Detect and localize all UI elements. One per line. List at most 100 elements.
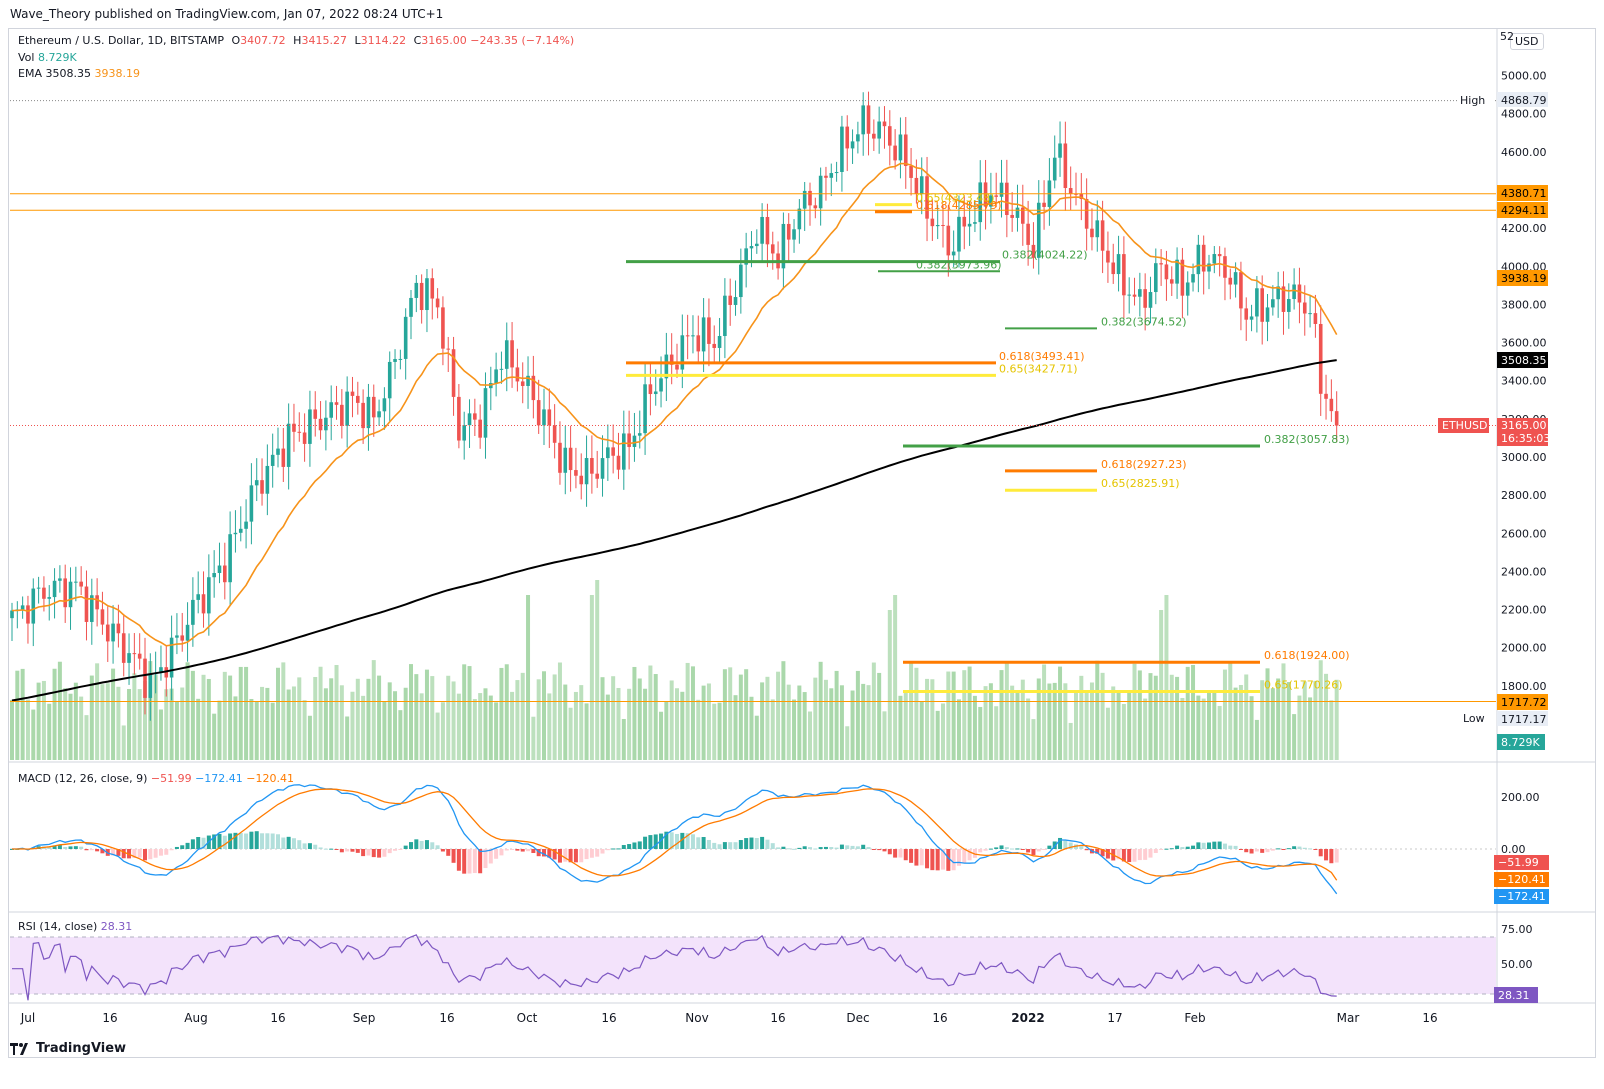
volume-bar [611,676,616,760]
candle-body [217,565,222,574]
candle-body [850,141,855,149]
volume-bar [382,701,387,760]
candle-body [36,587,41,589]
volume-bar [1010,685,1015,760]
legend-vol-label[interactable]: Vol [18,51,35,64]
macd-bar [73,846,78,849]
candle-body [691,335,695,337]
macd-bar [999,845,1004,849]
legend-symbol[interactable]: Ethereum / U.S. Dollar, 1D, BITSTAMP [18,34,224,47]
macd-bar [935,849,940,871]
macd-bar [941,849,945,870]
currency-button[interactable]: USD [1510,33,1544,50]
volume-bar [1191,664,1196,760]
macd-bar [1228,845,1233,849]
macd-bar [318,847,323,849]
macd-bar [930,849,935,871]
volume-bar [1036,678,1041,760]
legend-rsi-label[interactable]: RSI (14, close) [18,920,98,933]
time-tick: Oct [517,1011,538,1025]
volume-bar [270,702,275,760]
volume-bar [1116,691,1121,760]
candle-body [909,165,913,178]
macd-bar [1100,849,1105,857]
legend-ema-label[interactable]: EMA [18,67,42,80]
candle-body [1031,244,1036,258]
candle-body [1228,277,1233,285]
candle-body [1334,411,1339,426]
volume-bar [850,690,855,760]
volume-bar [10,700,14,760]
macd-bar [813,848,818,850]
fib-label: 0.65(1770.26) [1264,679,1343,692]
candle-body [919,176,924,194]
candle-body [744,248,748,265]
candle-body [403,316,408,359]
legend-o-label: O [231,34,241,47]
macd-bar [1058,837,1063,849]
volume-bar [1308,697,1313,760]
volume-bar [909,662,914,760]
candle-body [499,368,504,370]
candle-body [903,134,908,166]
candle-body [504,340,509,369]
volume-bar [776,671,781,760]
macd-bar [845,845,850,849]
volume-bar [1276,678,1281,760]
volume-bar [1020,679,1025,760]
price-axis-ticks[interactable]: 5000.004800.004600.004400.004200.004000.… [1501,70,1547,693]
candle-body [228,534,232,583]
volume-bar [494,702,499,760]
macd-bar [1196,842,1201,849]
volume-bar [286,689,291,760]
volume-bar [249,698,254,760]
candle-body [334,402,339,405]
volume-bar [478,693,483,760]
candle-body [409,297,413,317]
legend-macd-label[interactable]: MACD (12, 26, close, 9) [18,772,148,785]
candle-body [1100,220,1105,251]
volume-bar [680,691,685,760]
candle-body [393,359,397,362]
volume-bar [786,684,791,760]
fib-label: 0.618(1924.00) [1264,649,1350,662]
volume-bar [568,707,573,760]
macd-bar [249,831,254,849]
volume-bar [1334,679,1339,760]
volume-bar [1084,690,1089,760]
candle-body [680,335,685,370]
volume-bar [105,683,110,760]
volume-bar [1207,690,1211,760]
macd-bar [1318,849,1323,857]
volume-bar [1052,682,1057,760]
macd-bar [925,849,930,869]
macd-bar [1084,849,1089,851]
macd-bar [632,842,637,849]
volume-bar [36,682,41,760]
ema-slow-line [11,359,1337,702]
volume-bar [1063,683,1068,760]
candle-body [1233,272,1238,285]
macd-bar [765,839,770,849]
macd-bar [563,849,568,862]
macd-bar [919,849,924,866]
macd-line [11,784,1338,895]
macd-bar [956,849,961,866]
volume-bar [1297,695,1302,760]
volume-bar [446,675,451,760]
volume-bar [1196,695,1201,760]
low-value: 1717.17 [1501,713,1547,726]
candle-body [457,396,461,441]
macd-bar [297,840,302,849]
time-axis-ticks[interactable]: Jul 16 Aug 16 Sep 16 Oct 16 Nov 16 Dec 16 2022 17 Feb M… [20,1011,1438,1025]
macd-bar [1116,849,1121,860]
volume-bar [238,666,243,760]
candle-body [371,396,376,418]
candle-body [1127,294,1131,296]
macd-bar [440,849,445,852]
footer-brand[interactable]: TradingView [10,1041,126,1056]
volume-bar [547,693,552,760]
macd-bar [962,849,967,864]
candle-body [584,458,589,485]
